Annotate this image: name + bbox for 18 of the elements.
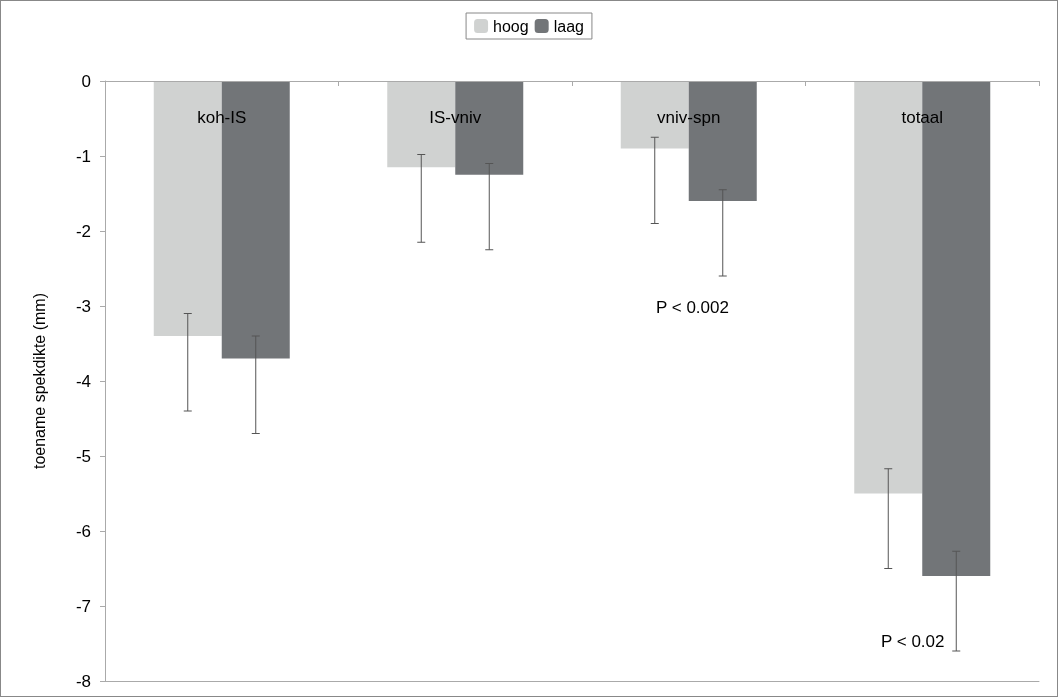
y-tick-label: -6: [75, 521, 91, 541]
y-tick-label: -4: [75, 371, 91, 391]
y-tick-label: -1: [75, 146, 91, 166]
y-tick-label: -3: [75, 296, 91, 316]
x-tick-label: totaal: [901, 108, 944, 127]
x-tick-label: koh-IS: [197, 108, 247, 127]
legend-label: laag: [553, 17, 584, 35]
x-tick-label: IS-vniv: [429, 108, 482, 127]
y-tick-label: -5: [75, 446, 91, 466]
y-axis-title: toename spekdikte (mm): [30, 292, 48, 470]
y-tick-label: -7: [75, 596, 91, 616]
x-tick-label: vniv-spn: [657, 108, 721, 127]
legend-label: hoog: [493, 17, 529, 35]
y-tick-label: -8: [75, 671, 91, 691]
y-tick-label: -2: [75, 221, 91, 241]
annotation: P < 0.002: [656, 298, 729, 317]
annotation: P < 0.02: [881, 632, 945, 651]
y-tick-label: 0: [81, 71, 91, 91]
